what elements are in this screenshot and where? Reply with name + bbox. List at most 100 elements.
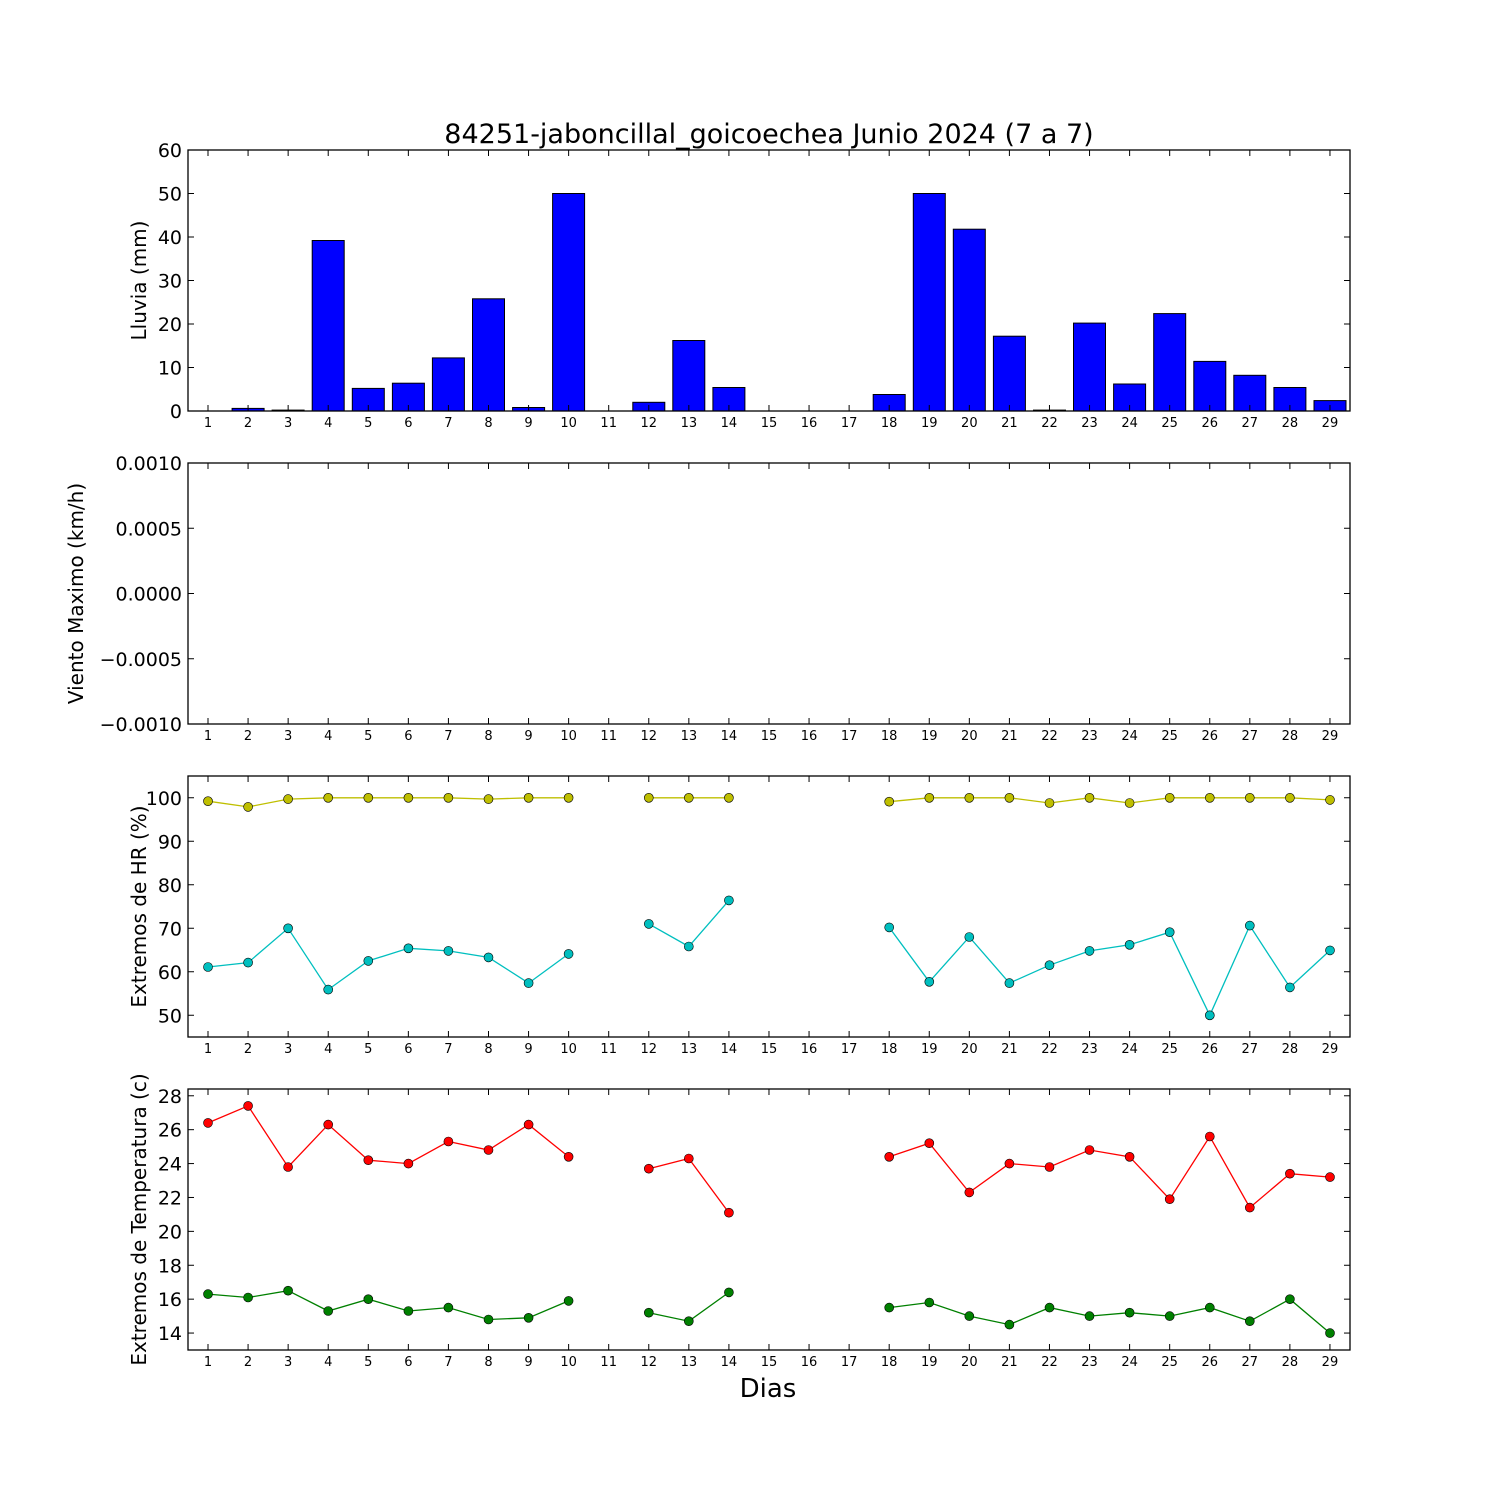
series-2-point: [1325, 1328, 1335, 1338]
series-2-point: [243, 1292, 253, 1303]
series-1-point: [1205, 1131, 1215, 1142]
x-tick-label: 6: [404, 729, 412, 744]
x-tick-label: 16: [801, 1042, 818, 1057]
x-tick-label: 11: [600, 416, 617, 431]
series-1-point: [1205, 792, 1215, 803]
x-tick-label: 6: [404, 416, 412, 431]
series-2-point: [1004, 1319, 1015, 1330]
x-tick-label: 22: [1041, 1042, 1058, 1057]
x-tick-label: 4: [324, 416, 332, 431]
series-1-point: [203, 1118, 213, 1128]
x-tick-label: 28: [1282, 1355, 1299, 1370]
x-tick-label: 5: [364, 1355, 372, 1370]
series-2-point: [1245, 1316, 1255, 1326]
series-2-point: [283, 1285, 293, 1296]
x-tick-label: 18: [881, 1042, 898, 1057]
series-2-line: [888, 924, 1331, 1017]
x-tick-label: 6: [404, 1042, 412, 1057]
series-1-point: [1285, 1168, 1295, 1179]
series-2-point: [884, 1302, 895, 1313]
y-tick-label: 50: [158, 1005, 182, 1027]
x-tick-label: 21: [1001, 1042, 1018, 1057]
series-1-point: [563, 792, 574, 803]
series-2-point: [523, 978, 534, 988]
x-tick-label: 25: [1161, 729, 1178, 744]
series-2-point: [683, 1316, 694, 1326]
x-tick-label: 7: [444, 1042, 452, 1057]
x-tick-label: 19: [921, 1355, 938, 1370]
x-tick-label: 8: [484, 416, 492, 431]
y-tick-label: 80: [158, 875, 182, 897]
x-tick-label: 14: [721, 1042, 738, 1057]
y-tick-label: 60: [158, 140, 182, 162]
x-tick-label: 1: [204, 729, 212, 744]
x-tick-label: 25: [1161, 416, 1178, 431]
x-tick-label: 9: [524, 729, 532, 744]
y-tick-label: 14: [158, 1323, 182, 1345]
x-tick-label: 15: [761, 729, 778, 744]
y-tick-label: 40: [158, 227, 182, 249]
x-tick-label: 14: [721, 1355, 738, 1370]
series-1-point: [1325, 795, 1335, 805]
series-1-point: [1245, 792, 1255, 803]
series-1-point: [443, 792, 454, 803]
x-tick-label: 28: [1282, 416, 1299, 431]
series-2-point: [483, 952, 494, 963]
series-1-point: [683, 1153, 694, 1164]
x-tick-label: 11: [600, 1355, 617, 1370]
x-tick-label: 2: [244, 729, 252, 744]
x-tick-label: 5: [364, 729, 372, 744]
x-tick-label: 3: [284, 1355, 292, 1370]
series-1-point: [243, 802, 253, 812]
x-tick-label: 26: [1201, 1355, 1218, 1370]
y-tick-label: 50: [158, 184, 182, 206]
x-tick-label: 5: [364, 416, 372, 431]
x-tick-label: 4: [324, 1355, 332, 1370]
y-tick-label: −0.0010: [100, 714, 182, 736]
series-1-point: [1285, 792, 1295, 803]
series-1-point: [683, 792, 694, 803]
rain-bar: [992, 335, 1026, 412]
series-2-point: [203, 1289, 213, 1299]
series-1-point: [523, 792, 534, 803]
x-tick-label: 25: [1161, 1355, 1178, 1370]
series-1-point: [283, 1162, 293, 1172]
y-tick-label: 18: [158, 1255, 182, 1277]
series-1-point: [203, 796, 213, 807]
y-axis-label: Lluvia (mm): [127, 221, 151, 341]
series-1-line: [207, 1105, 570, 1169]
x-tick-label: 16: [801, 416, 818, 431]
x-tick-label: 12: [640, 416, 657, 431]
x-tick-label: 15: [761, 1355, 778, 1370]
x-tick-label: 17: [841, 1355, 858, 1370]
rain-bar: [912, 193, 946, 412]
series-1-point: [403, 792, 414, 803]
x-tick-label: 5: [364, 1042, 372, 1057]
series-1-point: [283, 794, 293, 804]
series-1-point: [443, 1136, 454, 1147]
series-1-point: [1325, 1172, 1335, 1182]
series-1-point: [1004, 1158, 1015, 1169]
series-1-point: [924, 792, 935, 803]
x-tick-label: 27: [1242, 1355, 1259, 1370]
series-2-point: [563, 949, 574, 959]
x-tick-label: 13: [681, 1042, 698, 1057]
x-tick-label: 27: [1242, 729, 1259, 744]
rain-bar: [1073, 322, 1106, 412]
series-1-point: [363, 1155, 374, 1165]
y-tick-label: 22: [158, 1187, 182, 1209]
series-2-point: [363, 1294, 374, 1304]
x-tick-label: 9: [524, 416, 532, 431]
series-1-point: [724, 1207, 734, 1218]
series-2-point: [683, 941, 694, 952]
x-tick-label: 19: [921, 729, 938, 744]
series-2-point: [724, 895, 734, 906]
series-1-point: [1164, 792, 1175, 803]
x-tick-label: 23: [1081, 1042, 1098, 1057]
y-axis-label: Extremos de HR (%): [127, 805, 151, 1007]
series-1-line: [889, 797, 1331, 804]
